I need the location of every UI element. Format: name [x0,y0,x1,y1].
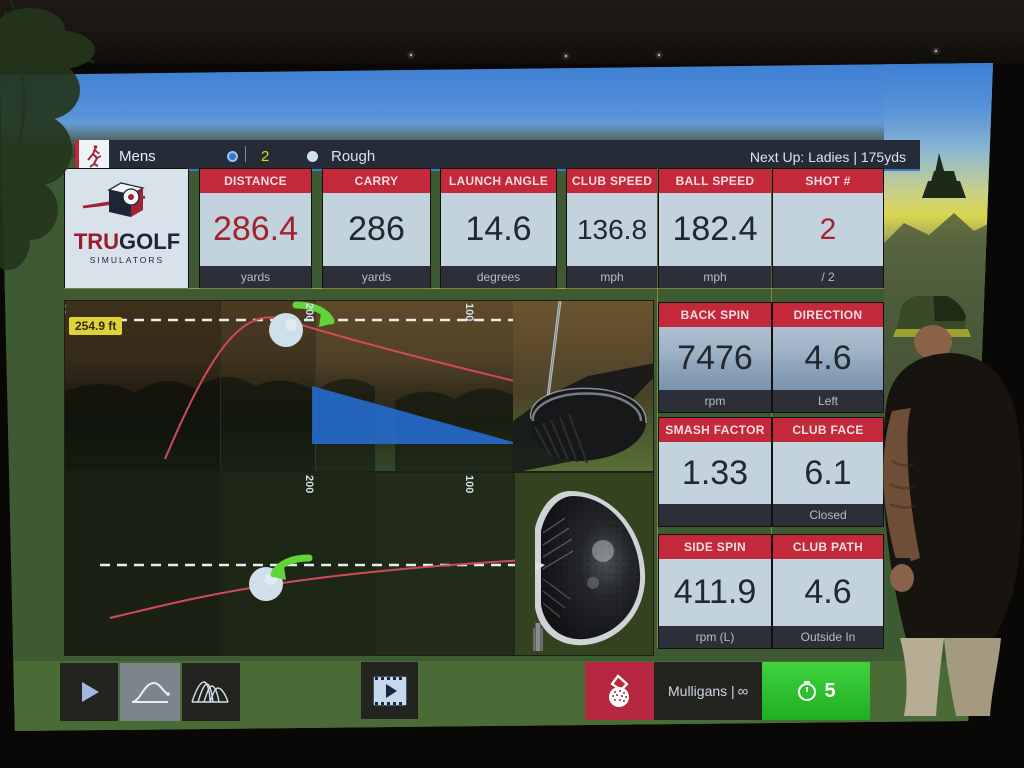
svg-text:SIMULATORS: SIMULATORS [90,255,164,265]
svg-text:TRUGOLF: TRUGOLF [74,229,180,254]
